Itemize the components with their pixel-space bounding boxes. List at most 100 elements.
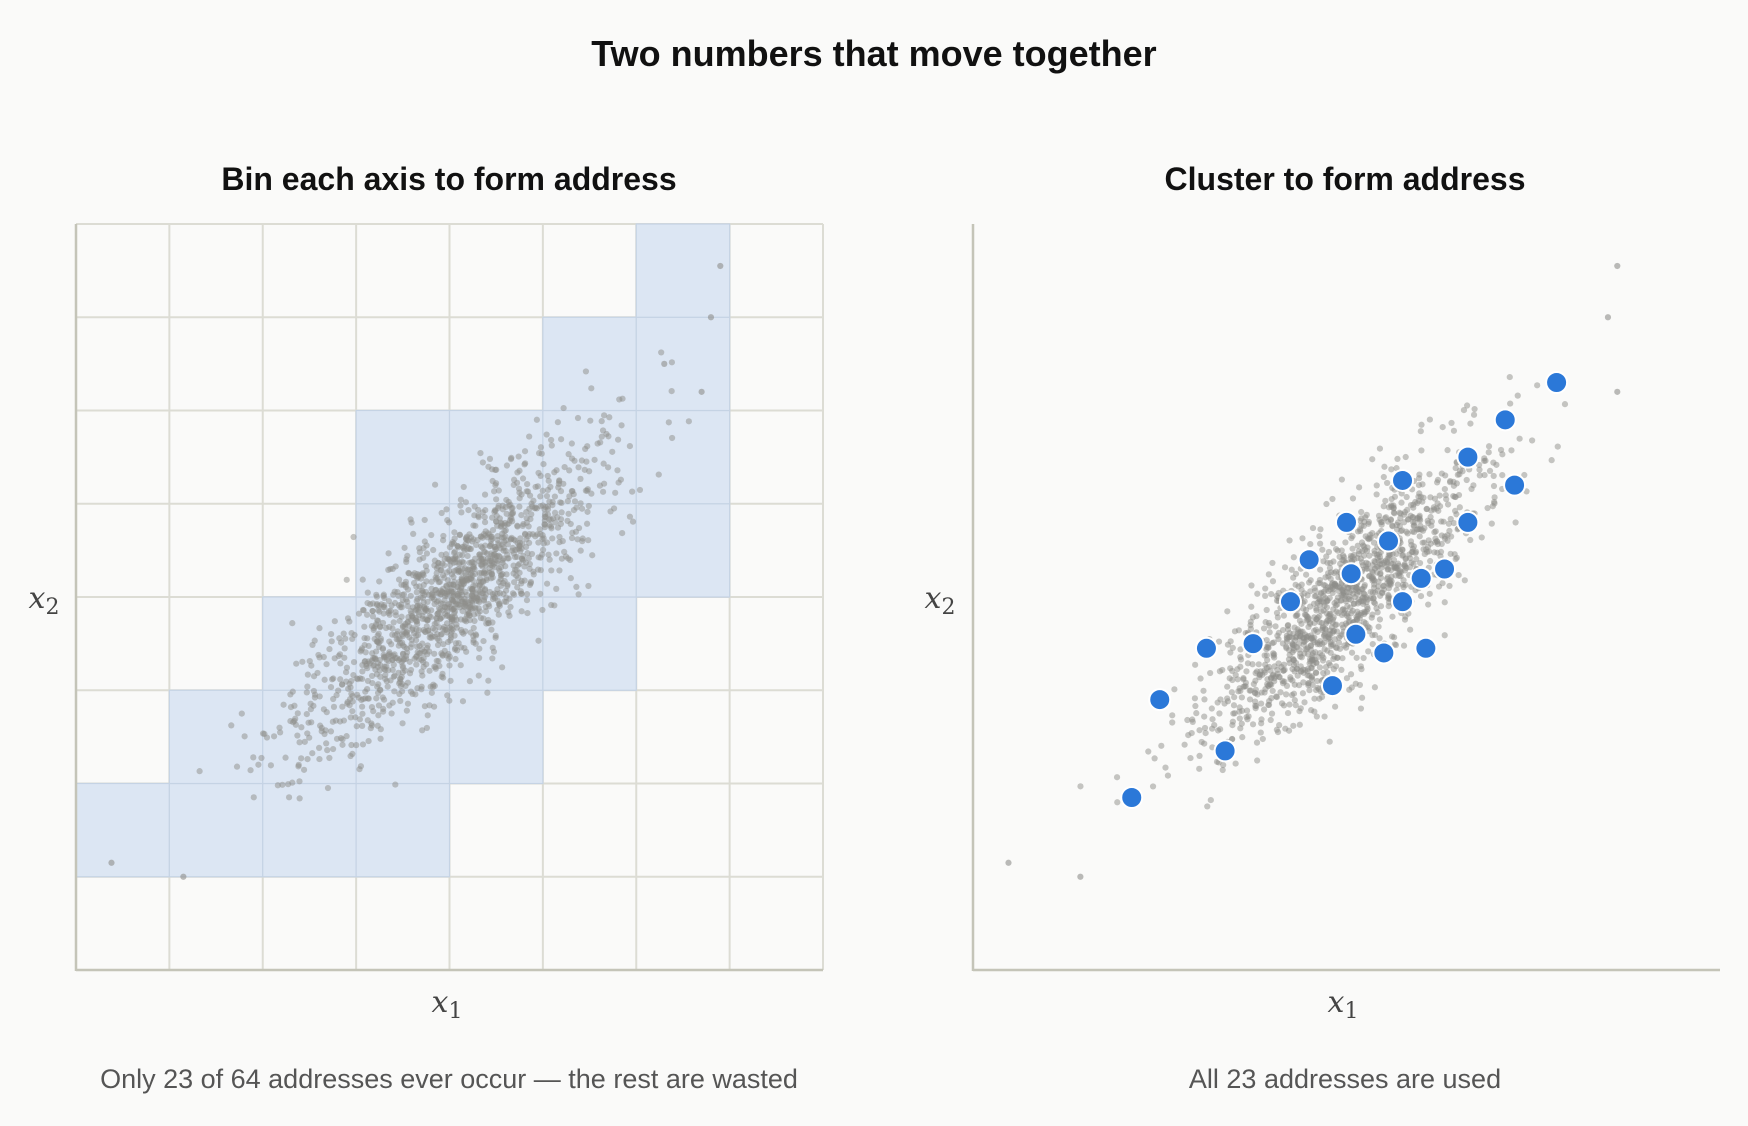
data-point [310,687,317,695]
data-point [306,734,313,741]
data-point [601,412,608,419]
data-point [359,710,366,717]
data-point [381,654,388,661]
data-point [479,578,486,585]
data-point [472,522,479,529]
data-point [429,625,437,632]
data-point [1320,669,1327,677]
data-point [494,606,501,613]
data-point [557,499,564,506]
data-point [311,694,318,701]
data-point [1271,651,1278,658]
data-point [1276,722,1283,729]
data-point [436,578,444,585]
data-point [514,522,521,529]
data-point [1299,690,1306,697]
data-point [1371,600,1379,607]
data-point [414,631,422,639]
data-point [287,703,295,711]
data-point [439,560,446,567]
data-point [403,649,411,656]
data-point [1361,608,1368,615]
data-point [467,601,474,609]
data-point [1303,571,1310,578]
data-point [423,542,430,549]
data-point [1169,719,1176,726]
data-point [547,523,555,530]
data-point [1216,710,1223,717]
data-point [1407,626,1414,633]
data-point [1375,551,1382,558]
data-point [359,576,366,583]
data-point [1171,686,1178,693]
data-point [515,562,522,569]
data-point [523,597,531,604]
data-point [439,537,447,544]
data-point [1316,580,1323,587]
data-point [1260,625,1268,632]
data-point [574,414,582,422]
data-point [482,542,489,549]
data-point [1202,729,1209,737]
data-point-outlier [1614,262,1621,270]
data-point [1338,666,1345,674]
data-point [1274,632,1281,639]
data-point [568,534,576,542]
data-point [1507,400,1514,407]
data-point [453,624,460,631]
data-point [339,741,346,748]
data-point [399,720,406,727]
data-point [1230,710,1237,717]
data-point [549,535,556,542]
data-point [350,658,358,666]
data-point [1208,705,1215,712]
data-point [1262,592,1269,599]
data-point [1280,667,1287,674]
data-point [1452,507,1459,514]
data-point [1330,614,1337,621]
data-point [1353,654,1360,661]
data-point [526,433,533,440]
data-point [1201,724,1209,732]
data-point [1301,598,1308,605]
data-point [304,683,311,690]
cluster-centroid [1241,632,1265,656]
data-point [408,610,415,617]
data-point [1311,695,1318,702]
cluster-centroid [1120,785,1144,809]
data-point [1317,566,1324,573]
data-point [503,462,511,469]
data-point [1291,624,1298,631]
data-point [1292,702,1299,709]
data-point [1304,651,1312,658]
cluster-centroid [1503,473,1527,497]
data-point [1382,514,1390,521]
data-point [1187,754,1194,762]
data-point [376,608,383,615]
data-point [1207,669,1214,677]
data-point [1351,600,1358,608]
data-point [1184,716,1191,724]
data-point [1493,461,1500,468]
data-point [426,667,433,674]
data-point [515,485,523,492]
data-point [553,550,560,557]
data-point [1272,623,1279,630]
data-point [343,576,350,583]
data-point [385,550,392,557]
data-point [276,724,283,731]
data-point [553,585,560,592]
data-point [432,586,440,593]
data-point [480,637,487,645]
data-point [577,500,584,507]
data-point [481,519,489,526]
data-point [316,744,323,752]
data-point [389,666,396,674]
data-point [1265,571,1272,578]
data-point [512,554,519,561]
data-point [1290,722,1297,729]
data-point [626,442,633,450]
left-y-axis-label: x2 [29,581,60,620]
data-point [451,608,459,615]
